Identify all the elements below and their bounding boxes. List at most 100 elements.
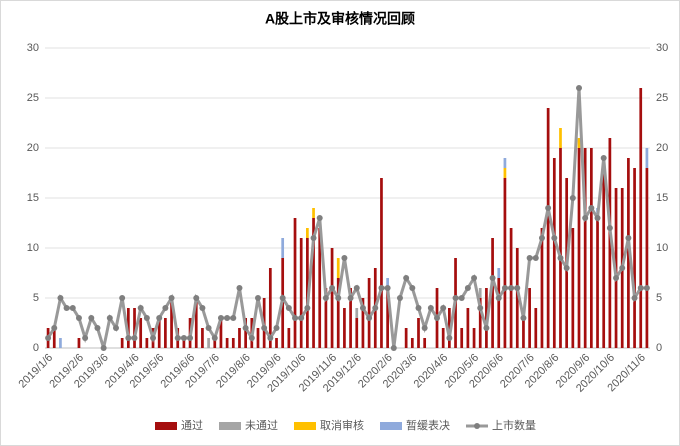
bar xyxy=(596,218,599,348)
line-point xyxy=(150,335,157,341)
line-point xyxy=(347,295,354,301)
y2-tick-label: 0 xyxy=(656,342,662,354)
y2-tick-label: 10 xyxy=(656,242,668,254)
bar xyxy=(466,308,470,348)
line-point xyxy=(366,315,373,321)
bar xyxy=(225,338,229,348)
bar xyxy=(380,178,383,348)
bar xyxy=(540,228,544,348)
line-point xyxy=(458,295,465,301)
bar xyxy=(182,338,186,348)
line-point xyxy=(211,335,218,341)
line-point xyxy=(434,315,441,321)
line-point xyxy=(261,325,268,331)
legend-label: 未通过 xyxy=(245,419,278,432)
line-point xyxy=(378,285,385,291)
line-point xyxy=(551,235,558,241)
bar xyxy=(361,298,365,348)
line-point xyxy=(545,205,552,211)
y2-tick-label: 15 xyxy=(656,192,668,204)
line-point xyxy=(520,315,527,321)
bar xyxy=(417,318,420,348)
bar xyxy=(170,298,173,348)
line-point xyxy=(384,285,391,291)
line-point xyxy=(495,295,502,301)
line-point xyxy=(483,325,490,331)
line-point xyxy=(440,305,447,311)
bar xyxy=(238,328,241,348)
line-point xyxy=(193,295,200,301)
line-point xyxy=(180,335,187,341)
legend-swatch xyxy=(219,422,241,430)
legend-label: 暂缓表决 xyxy=(406,418,450,432)
line-point xyxy=(526,255,533,261)
line-point xyxy=(45,335,52,341)
bar xyxy=(478,288,482,298)
legend-label: 取消审核 xyxy=(320,418,364,432)
line-point xyxy=(464,285,471,291)
line-point xyxy=(304,305,311,311)
bar xyxy=(330,248,334,348)
line-point xyxy=(563,265,570,271)
y-tick-label: 0 xyxy=(33,342,39,354)
bar xyxy=(627,158,630,348)
bar xyxy=(306,228,309,238)
legend-swatch xyxy=(474,423,480,429)
line-point xyxy=(316,215,323,221)
line-point xyxy=(353,285,360,291)
bar xyxy=(491,238,494,348)
legend-label: 通过 xyxy=(181,419,203,432)
line-point xyxy=(217,315,224,321)
line-point xyxy=(310,235,317,241)
bar xyxy=(497,268,501,278)
line-point xyxy=(508,285,515,291)
bar xyxy=(571,228,575,348)
bar xyxy=(552,158,556,348)
bar xyxy=(126,308,130,348)
line-point xyxy=(242,325,249,331)
bar xyxy=(355,308,359,318)
bar xyxy=(478,298,482,348)
line-point xyxy=(329,285,336,291)
bar xyxy=(231,338,235,348)
line-point xyxy=(569,195,576,201)
line-point xyxy=(600,155,607,161)
bar xyxy=(207,338,210,348)
y2-tick-label: 5 xyxy=(656,292,662,304)
bar xyxy=(546,108,550,348)
line-point xyxy=(390,345,397,351)
line-point xyxy=(538,235,545,241)
bar xyxy=(633,168,636,348)
bar xyxy=(256,328,260,348)
line-point xyxy=(643,285,650,291)
line-point xyxy=(557,255,564,261)
bar xyxy=(349,288,352,348)
bar xyxy=(448,308,451,348)
line-point xyxy=(156,315,163,321)
line-point xyxy=(199,305,206,311)
line-point xyxy=(224,315,231,321)
legend-label: 上市数量 xyxy=(492,418,536,432)
line-point xyxy=(230,315,237,321)
bar xyxy=(386,288,389,348)
line-point xyxy=(396,295,403,301)
bar xyxy=(120,338,124,348)
line-point xyxy=(106,315,113,321)
bar xyxy=(133,308,136,348)
chart-title: A股上市及审核情况回顾 xyxy=(265,11,415,27)
y-tick-label: 25 xyxy=(27,92,39,104)
bar xyxy=(404,328,408,348)
y2-tick-label: 25 xyxy=(656,92,668,104)
line-point xyxy=(588,205,595,211)
line-point xyxy=(606,225,613,231)
bar xyxy=(287,328,291,348)
line-point xyxy=(236,285,243,291)
line xyxy=(46,87,647,349)
bar xyxy=(589,148,593,348)
line-point xyxy=(273,325,280,331)
bar xyxy=(293,218,297,348)
line-point xyxy=(637,285,644,291)
line-point xyxy=(292,315,299,321)
bar xyxy=(145,338,149,348)
bar xyxy=(52,328,56,348)
